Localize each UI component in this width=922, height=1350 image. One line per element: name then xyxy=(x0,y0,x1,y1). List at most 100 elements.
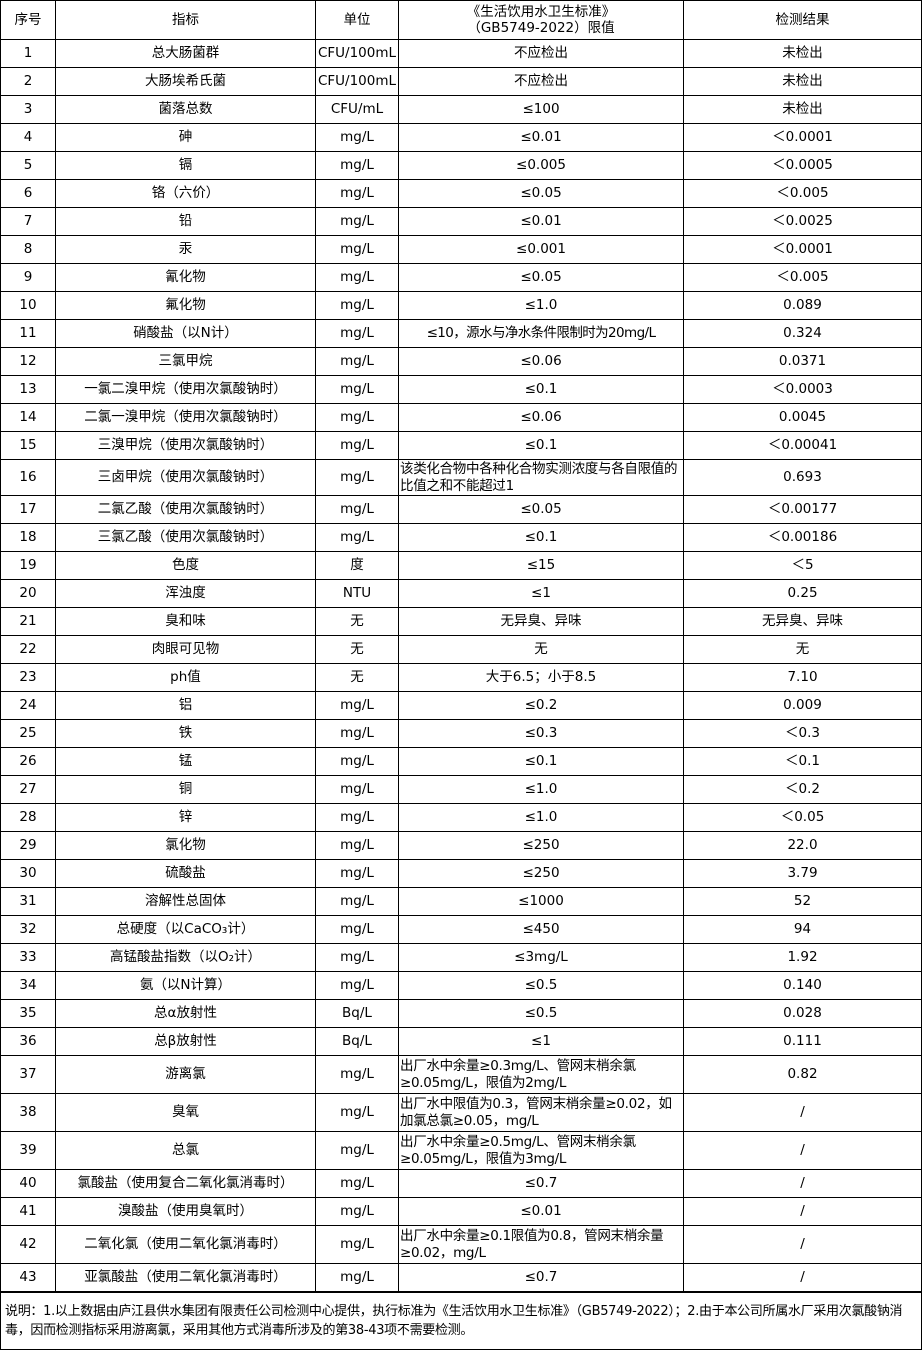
row-index: 16 xyxy=(0,459,56,496)
row-index: 18 xyxy=(0,523,56,552)
table-row: 3 菌落总数 CFU/mL ≤100 未检出 xyxy=(0,95,922,124)
test-result: 0.140 xyxy=(683,971,922,1000)
test-result: / xyxy=(683,1093,922,1132)
row-index: 4 xyxy=(0,123,56,152)
table-row: 17 二氯乙酸（使用次氯酸钠时） mg/L ≤0.05 ＜0.00177 xyxy=(0,495,922,524)
indicator-name: 臭和味 xyxy=(55,607,316,636)
indicator-name: 铜 xyxy=(55,775,316,804)
unit: mg/L xyxy=(315,1093,399,1132)
row-index: 11 xyxy=(0,319,56,348)
indicator-name: 溶解性总固体 xyxy=(55,887,316,916)
row-index: 39 xyxy=(0,1131,56,1170)
indicator-name: 氯化物 xyxy=(55,831,316,860)
row-index: 9 xyxy=(0,263,56,292)
test-result: / xyxy=(683,1197,922,1226)
unit: mg/L xyxy=(315,803,399,832)
row-index: 28 xyxy=(0,803,56,832)
test-result: 0.028 xyxy=(683,999,922,1028)
indicator-name: 氰化物 xyxy=(55,263,316,292)
test-result: / xyxy=(683,1225,922,1264)
standard-limit: ≤10，源水与净水条件限制时为20mg/L xyxy=(398,319,684,348)
row-index: 17 xyxy=(0,495,56,524)
standard-limit: 出厂水中余量≥0.5mg/L、管网末梢余氯≥0.05mg/L，限值为3mg/L xyxy=(398,1131,684,1170)
unit: mg/L xyxy=(315,691,399,720)
table-row: 13 一氯二溴甲烷（使用次氯酸钠时） mg/L ≤0.1 ＜0.0003 xyxy=(0,375,922,404)
unit: mg/L xyxy=(315,719,399,748)
unit: Bq/L xyxy=(315,999,399,1028)
table-row: 4 砷 mg/L ≤0.01 ＜0.0001 xyxy=(0,123,922,152)
unit: CFU/mL xyxy=(315,95,399,124)
unit: mg/L xyxy=(315,887,399,916)
standard-limit: ≤1.0 xyxy=(398,775,684,804)
standard-limit: ≤0.01 xyxy=(398,207,684,236)
indicator-name: 锰 xyxy=(55,747,316,776)
table-row: 36 总β放射性 Bq/L ≤1 0.111 xyxy=(0,1027,922,1056)
standard-limit: 该类化合物中各种化合物实测浓度与各自限值的比值之和不能超过1 xyxy=(398,459,684,496)
indicator-name: 硫酸盐 xyxy=(55,859,316,888)
indicator-name: 总硬度（以CaCO₃计） xyxy=(55,915,316,944)
table-row: 40 氯酸盐（使用复合二氧化氯消毒时） mg/L ≤0.7/ xyxy=(0,1169,922,1198)
standard-limit: 不应检出 xyxy=(398,67,684,96)
standard-limit: ≤0.5 xyxy=(398,971,684,1000)
table-row: 37 游离氯 mg/L 出厂水中余量≥0.3mg/L、管网末梢余氯≥0.05mg/L，… xyxy=(0,1055,922,1094)
note-text: 说明：1.以上数据由庐江县供水集团有限责任公司检测中心提供，执行标准为《生活饮用… xyxy=(0,1291,922,1350)
standard-limit: ≤1 xyxy=(398,1027,684,1056)
unit: mg/L xyxy=(315,1131,399,1170)
table-row: 33 高锰酸盐指数（以O₂计） mg/L ≤3mg/L 1.92 xyxy=(0,943,922,972)
row-index: 43 xyxy=(0,1263,56,1293)
unit: 无 xyxy=(315,635,399,664)
indicator-name: 铅 xyxy=(55,207,316,236)
table-row: 31 溶解性总固体 mg/L ≤1000 52 xyxy=(0,887,922,916)
row-index: 12 xyxy=(0,347,56,376)
row-index: 42 xyxy=(0,1225,56,1264)
note-row: 说明：1.以上数据由庐江县供水集团有限责任公司检测中心提供，执行标准为《生活饮用… xyxy=(0,1291,922,1350)
table-row: 18 三氯乙酸（使用次氯酸钠时） mg/L ≤0.1 ＜0.00186 xyxy=(0,523,922,552)
table-row: 26 锰 mg/L ≤0.1 ＜0.1 xyxy=(0,747,922,776)
row-index: 7 xyxy=(0,207,56,236)
indicator-name: ph值 xyxy=(55,663,316,692)
standard-limit: ≤0.005 xyxy=(398,151,684,180)
row-index: 3 xyxy=(0,95,56,124)
table-row: 2 大肠埃希氏菌 CFU/100mL 不应检出 未检出 xyxy=(0,67,922,96)
standard-limit: ≤1 xyxy=(398,579,684,608)
indicator-name: 肉眼可见物 xyxy=(55,635,316,664)
test-result: ＜0.0001 xyxy=(683,123,922,152)
test-result: ＜0.00041 xyxy=(683,431,922,460)
standard-limit: 无 xyxy=(398,635,684,664)
row-index: 13 xyxy=(0,375,56,404)
table-row: 24 铝 mg/L ≤0.2 0.009 xyxy=(0,691,922,720)
row-index: 15 xyxy=(0,431,56,460)
standard-limit: 出厂水中余量≥0.1限值为0.8，管网末梢余量≥0.02，mg/L xyxy=(398,1225,684,1264)
row-index: 32 xyxy=(0,915,56,944)
standard-limit: ≤250 xyxy=(398,859,684,888)
indicator-name: 臭氧 xyxy=(55,1093,316,1132)
unit: NTU xyxy=(315,579,399,608)
unit: mg/L xyxy=(315,459,399,496)
standard-limit: ≤0.2 xyxy=(398,691,684,720)
standard-limit: ≤0.3 xyxy=(398,719,684,748)
standard-limit: ≤0.1 xyxy=(398,747,684,776)
row-index: 40 xyxy=(0,1169,56,1198)
test-result: ＜0.0003 xyxy=(683,375,922,404)
row-index: 29 xyxy=(0,831,56,860)
unit: mg/L xyxy=(315,1055,399,1094)
indicator-name: 亚氯酸盐（使用二氧化氯消毒时） xyxy=(55,1263,316,1293)
test-result: 94 xyxy=(683,915,922,944)
table-row: 41 溴酸盐（使用臭氧时） mg/L ≤0.01/ xyxy=(0,1197,922,1226)
row-index: 38 xyxy=(0,1093,56,1132)
unit: mg/L xyxy=(315,291,399,320)
row-index: 23 xyxy=(0,663,56,692)
test-result: ＜0.00177 xyxy=(683,495,922,524)
row-index: 24 xyxy=(0,691,56,720)
unit: mg/L xyxy=(315,1197,399,1226)
table-row: 23 ph值无大于6.5；小于8.5 7.10 xyxy=(0,663,922,692)
table-row: 12 三氯甲烷 mg/L ≤0.06 0.0371 xyxy=(0,347,922,376)
test-result: 0.25 xyxy=(683,579,922,608)
table-row: 9 氰化物 mg/L ≤0.05 ＜0.005 xyxy=(0,263,922,292)
standard-limit: ≤0.05 xyxy=(398,495,684,524)
unit: Bq/L xyxy=(315,1027,399,1056)
indicator-name: 氯酸盐（使用复合二氧化氯消毒时） xyxy=(55,1169,316,1198)
test-result: 未检出 xyxy=(683,67,922,96)
unit: mg/L xyxy=(315,971,399,1000)
table-row: 6 铬（六价） mg/L ≤0.05 ＜0.005 xyxy=(0,179,922,208)
